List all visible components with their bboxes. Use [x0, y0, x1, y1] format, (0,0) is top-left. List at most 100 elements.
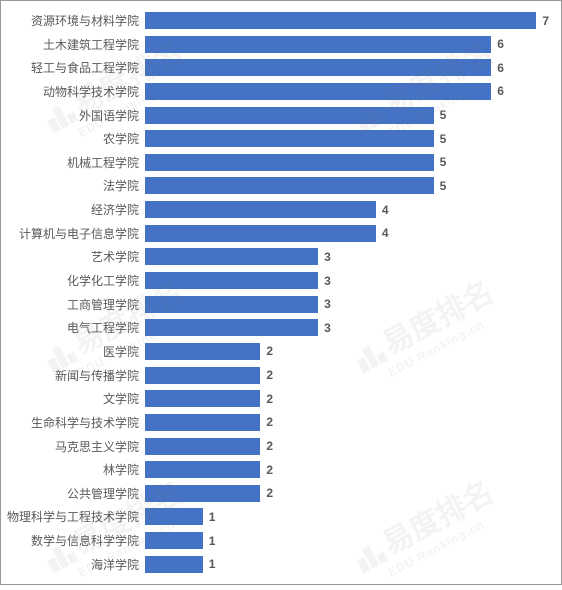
- bar-zone: 1: [145, 556, 549, 573]
- value-label: 4: [382, 203, 389, 217]
- chart-row: 数学与信息科学学院 1: [3, 529, 549, 552]
- value-label: 4: [382, 226, 389, 240]
- bar-zone: 5: [145, 154, 549, 171]
- value-label: 6: [497, 84, 504, 98]
- bar-zone: 5: [145, 177, 549, 194]
- bar: [145, 343, 260, 360]
- value-label: 2: [266, 344, 273, 358]
- value-label: 3: [324, 250, 331, 264]
- bar-zone: 2: [145, 367, 549, 384]
- bar: [145, 248, 318, 265]
- bar: [145, 508, 203, 525]
- bar: [145, 414, 260, 431]
- category-label: 马克思主义学院: [3, 438, 145, 455]
- bar: [145, 390, 260, 407]
- bar-zone: 4: [145, 225, 549, 242]
- value-label: 2: [266, 415, 273, 429]
- chart-row: 农学院5: [3, 127, 549, 150]
- category-label: 公共管理学院: [3, 485, 145, 502]
- chart-row: 资源环境与材料学院 7: [3, 9, 549, 32]
- bar: [145, 130, 434, 147]
- bar-zone: 2: [145, 438, 549, 455]
- category-label: 经济学院: [3, 201, 145, 218]
- bar-zone: 3: [145, 319, 549, 336]
- bar: [145, 177, 434, 194]
- chart-row: 化学化工学院 3: [3, 269, 549, 292]
- value-label: 6: [497, 61, 504, 75]
- value-label: 5: [440, 108, 447, 122]
- category-label: 医学院: [3, 343, 145, 360]
- value-label: 6: [497, 37, 504, 51]
- chart-row: 艺术学院 3: [3, 245, 549, 268]
- bar-zone: 1: [145, 508, 549, 525]
- bar: [145, 107, 434, 124]
- bar-zone: 2: [145, 485, 549, 502]
- category-label: 生命科学与技术学院: [3, 414, 145, 431]
- category-label: 化学化工学院: [3, 272, 145, 289]
- chart-rows: 资源环境与材料学院7土木建筑工程学院6轻工与食品工程学院6动物科学技术学院6外国…: [3, 9, 549, 576]
- bar-zone: 6: [145, 36, 549, 53]
- bar: [145, 438, 260, 455]
- category-label: 海洋学院: [3, 556, 145, 573]
- chart-row: 外国语学院 5: [3, 104, 549, 127]
- chart-row: 土木建筑工程学院6: [3, 33, 549, 56]
- bar: [145, 12, 536, 29]
- chart-row: 生命科学与技术学院 2: [3, 411, 549, 434]
- bar-zone: 6: [145, 83, 549, 100]
- bar-zone: 2: [145, 343, 549, 360]
- bar: [145, 532, 203, 549]
- bar: [145, 59, 491, 76]
- category-label: 电气工程学院: [3, 319, 145, 336]
- value-label: 2: [266, 392, 273, 406]
- chart-row: 林学院2: [3, 458, 549, 481]
- category-label: 艺术学院: [3, 248, 145, 265]
- bar: [145, 83, 491, 100]
- value-label: 3: [324, 297, 331, 311]
- category-label: 农学院: [3, 130, 145, 147]
- bar: [145, 154, 434, 171]
- category-label: 外国语学院: [3, 107, 145, 124]
- category-label: 轻工与食品工程学院: [3, 59, 145, 76]
- bar: [145, 225, 376, 242]
- value-label: 5: [440, 179, 447, 193]
- value-label: 5: [440, 155, 447, 169]
- bar-zone: 3: [145, 248, 549, 265]
- chart-row: 电气工程学院 3: [3, 316, 549, 339]
- category-label: 法学院: [3, 177, 145, 194]
- chart-row: 新闻与传播学院2: [3, 364, 549, 387]
- bar: [145, 36, 491, 53]
- chart-row: 轻工与食品工程学院 6: [3, 56, 549, 79]
- chart-row: 计算机与电子信息学院 4: [3, 222, 549, 245]
- value-label: 3: [324, 274, 331, 288]
- bar-zone: 2: [145, 414, 549, 431]
- value-label: 1: [209, 557, 216, 571]
- bar-zone: 4: [145, 201, 549, 218]
- category-label: 工商管理学院: [3, 296, 145, 313]
- chart-row: 物理科学与工程技术学院1: [3, 505, 549, 528]
- bar-zone: 7: [145, 12, 549, 29]
- category-label: 文学院: [3, 390, 145, 407]
- category-label: 资源环境与材料学院: [3, 12, 145, 29]
- bar: [145, 556, 203, 573]
- chart-row: 文学院 2: [3, 387, 549, 410]
- category-label: 计算机与电子信息学院: [3, 225, 145, 242]
- value-label: 3: [324, 321, 331, 335]
- bar-zone: 5: [145, 107, 549, 124]
- bar-zone: 3: [145, 296, 549, 313]
- value-label: 2: [266, 439, 273, 453]
- bar-zone: 2: [145, 461, 549, 478]
- value-label: 7: [542, 14, 549, 28]
- chart-row: 马克思主义学院 2: [3, 435, 549, 458]
- chart-row: 工商管理学院 3: [3, 293, 549, 316]
- value-label: 1: [209, 534, 216, 548]
- chart-row: 医学院 2: [3, 340, 549, 363]
- chart-row: 机械工程学院5: [3, 151, 549, 174]
- bar: [145, 367, 260, 384]
- chart-row: 法学院 5: [3, 174, 549, 197]
- chart-row: 动物科学技术学院6: [3, 80, 549, 103]
- category-label: 数学与信息科学学院: [3, 532, 145, 549]
- bar: [145, 485, 260, 502]
- bar-zone: 2: [145, 390, 549, 407]
- bar: [145, 201, 376, 218]
- bar: [145, 461, 260, 478]
